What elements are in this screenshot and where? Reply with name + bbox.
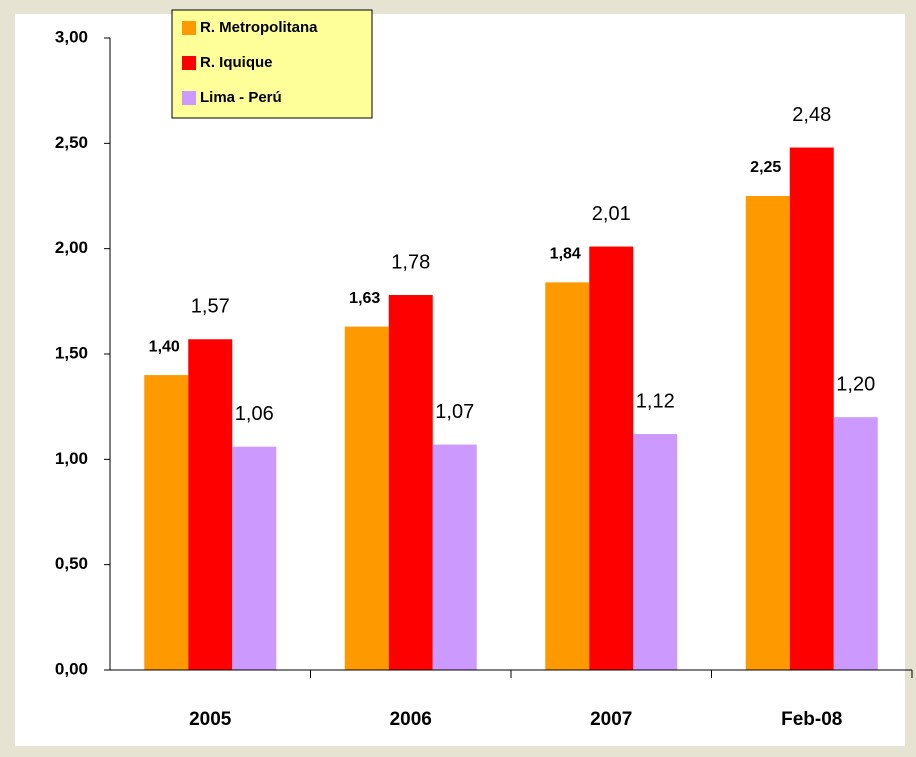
x-tick-label: 2005: [189, 709, 232, 730]
legend-label: R. Metropolitana: [200, 19, 318, 36]
x-tick-label: Feb-08: [781, 709, 842, 730]
bar: [188, 339, 233, 670]
x-tick-label: 2006: [390, 709, 432, 730]
legend-label: R. Iquique: [200, 54, 273, 71]
bar: [789, 147, 834, 671]
value-label: 1,57: [191, 296, 230, 318]
bar: [633, 434, 678, 670]
legend-box: [171, 9, 373, 119]
value-label: 2,01: [592, 203, 631, 225]
legend-swatch: [182, 21, 196, 35]
value-label: 1,07: [435, 401, 474, 423]
y-tick-label: 1,00: [55, 449, 88, 468]
bar: [833, 417, 878, 670]
legend-label: Lima - Perú: [200, 89, 282, 106]
bar: [589, 246, 634, 670]
y-tick-label: 2,50: [55, 133, 88, 152]
bar: [745, 196, 790, 670]
bar: [344, 326, 389, 670]
legend-swatch: [182, 56, 196, 70]
bar: [545, 282, 590, 670]
value-label: 2,48: [792, 104, 831, 126]
value-label: 2,25: [750, 159, 781, 176]
y-tick-label: 2,00: [55, 238, 88, 257]
value-label: 1,12: [636, 390, 675, 412]
y-tick-label: 1,50: [55, 343, 88, 362]
bar: [432, 444, 477, 670]
y-tick-label: 3,00: [55, 27, 88, 46]
legend-swatch: [182, 91, 196, 105]
y-tick-label: 0,50: [55, 554, 88, 573]
y-tick-label: 0,00: [55, 659, 88, 678]
bar: [388, 295, 433, 670]
value-label: 1,06: [235, 403, 274, 425]
value-label: 1,84: [550, 246, 581, 263]
x-tick-label: 2007: [590, 709, 632, 730]
bar: [144, 375, 189, 670]
value-label: 1,63: [349, 290, 380, 307]
value-label: 1,40: [149, 338, 180, 355]
value-label: 1,78: [391, 251, 430, 273]
value-label: 1,20: [836, 373, 875, 395]
bar: [232, 446, 277, 670]
